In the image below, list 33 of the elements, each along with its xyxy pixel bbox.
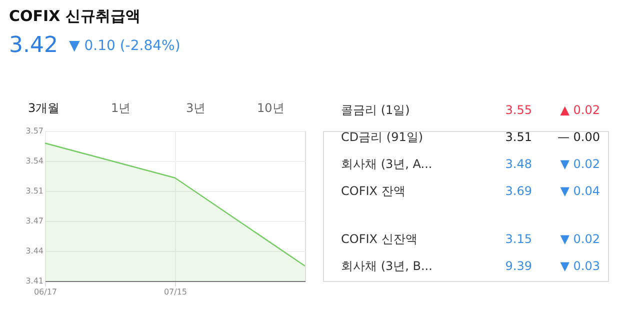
text: ▼ 0.10 (-2.84%) (69, 38, 180, 54)
category-label: COFIX 신잔액 (341, 232, 418, 246)
data-label: 9.39 (505, 259, 532, 273)
y-tick-label: 3.44 (26, 246, 44, 256)
x-tick-label: 07/15 (164, 288, 188, 296)
text: ▲ 0.02 (560, 103, 600, 117)
category-label: 회사채 (3년, A... (341, 157, 432, 171)
category-label: COFIX 잔액 (341, 184, 406, 198)
data-label: 3.51 (505, 130, 532, 144)
text: ▼ 0.02 (560, 157, 600, 171)
y-tick-label: 3.51 (26, 186, 44, 196)
category-label: CD금리 (91일) (341, 130, 424, 144)
data-label: 3.55 (505, 103, 532, 117)
x-tick-label: 06/17 (34, 288, 58, 296)
data-label: 3.69 (505, 184, 532, 198)
text: ▼ 0.02 (560, 232, 600, 246)
chart-title: COFIX 신규취급액 (9, 7, 140, 25)
text: — 0.00 (557, 130, 600, 144)
category-label: 회사채 (3년, B... (341, 259, 432, 273)
text: ▼ 0.03 (560, 259, 600, 273)
text: 1년 (111, 101, 131, 115)
data-label: 3.48 (505, 157, 532, 171)
y-tick-label: 3.54 (26, 156, 44, 166)
text: 10년 (257, 101, 284, 115)
text: 3년 (186, 101, 206, 115)
text: 3.42 (9, 33, 58, 58)
y-tick-label: 3.47 (26, 216, 44, 226)
y-tick-label: 3.57 (26, 126, 44, 136)
category-label: 콜금리 (1일) (341, 103, 410, 117)
text: 3개월 (28, 101, 60, 115)
y-tick-label: 3.41 (26, 276, 44, 286)
text: ▼ 0.04 (560, 184, 600, 198)
data-label: 3.15 (505, 232, 532, 246)
